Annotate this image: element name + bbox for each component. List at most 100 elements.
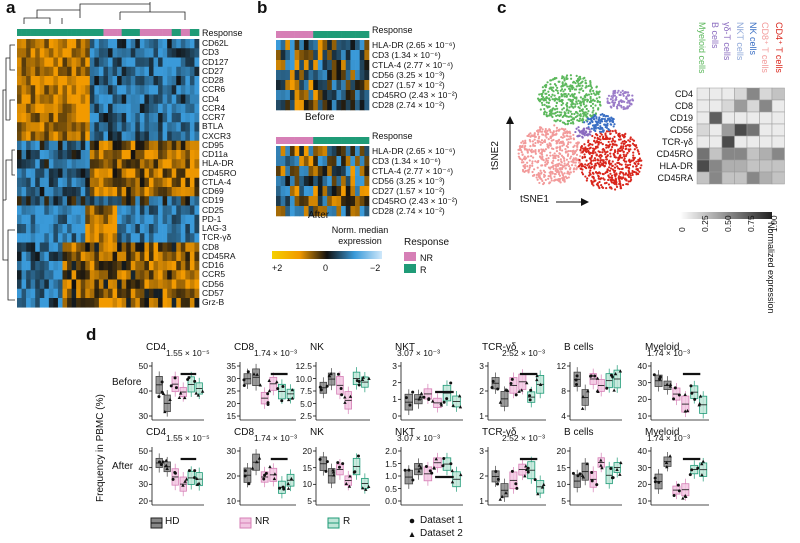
panel-a-heat-cell: [108, 150, 113, 160]
panel-a-heat-cell: [62, 288, 68, 299]
panel-a-heat-cell: [135, 159, 141, 169]
panel-c-heat-cell: [721, 111, 735, 125]
panel-a-heat-cell: [185, 131, 191, 142]
panel-b-after-response-cell: [364, 137, 370, 144]
tsne-point-myeloid: [553, 99, 556, 102]
tsne-point-cd8: [558, 148, 562, 151]
tsne-point-nk: [594, 127, 597, 130]
panel-b-after-heat-cell: [303, 206, 309, 217]
panel-b-after-response-cell: [299, 137, 305, 144]
panel-d-point-dataset1: [242, 378, 246, 382]
tsne-point-cd4: [616, 152, 619, 155]
tsne-point-cd8: [555, 126, 559, 129]
panel-a-heat-cell: [53, 233, 59, 243]
panel-a-heat-cell: [135, 48, 141, 58]
tsne-point-cd8: [551, 131, 554, 135]
panel-b-before-heat-cell: [308, 90, 314, 101]
panel-a-heat-cell: [94, 76, 100, 86]
tsne-point-myeloid: [587, 110, 590, 113]
panel-a-heat-cell: [94, 233, 100, 243]
panel-d-point-dataset2: [327, 374, 332, 378]
panel-a-heat-cell: [80, 57, 86, 68]
tsne-point-cd8: [562, 157, 566, 160]
panel-a-heat-cell: [108, 261, 113, 271]
panel-d-point-dataset1: [357, 383, 361, 387]
panel-b-before-heat-cell: [280, 80, 286, 91]
panel-c-scale-tick-2: 0.50: [723, 215, 733, 232]
panel-a-heat-cell: [108, 196, 113, 206]
panel-a-heat-cell: [98, 270, 104, 280]
panel-a-heat-cell: [26, 288, 31, 299]
tsne-point-b-cells: [614, 89, 617, 92]
panel-b-before-heat-cell: [359, 90, 365, 101]
tsne-point-cd4: [609, 132, 612, 135]
tsne-point-nk: [590, 127, 593, 130]
panel-b-after-heat-cell: [280, 166, 286, 177]
tsne-point-myeloid: [589, 104, 593, 108]
panel-a-heat-cell: [89, 85, 95, 95]
panel-a-heat-cell: [48, 270, 54, 280]
panel-a-heat-cell: [194, 168, 200, 179]
panel-a-heat-cell: [130, 94, 136, 105]
panel-d-point-dataset1: [575, 374, 579, 378]
panel-a-heat-cell: [76, 122, 81, 132]
panel-a-heat-cell: [135, 122, 141, 132]
panel-d-point-dataset1: [247, 482, 251, 486]
panel-a-heat-cell: [30, 168, 36, 179]
tsne-point-cd8: [549, 136, 552, 139]
panel-a-heat-cell: [108, 122, 113, 132]
panel-d-point-dataset2: [457, 394, 462, 398]
tsne-point-cd4: [617, 148, 620, 151]
panel-a-heat-cell: [130, 66, 136, 77]
panel-a-marker-13: HLA-DR: [202, 158, 234, 169]
panel-b-after-heat-cell: [355, 146, 360, 157]
panel-a-heat-cell: [117, 94, 122, 105]
panel-b-after-heat-cell: [341, 166, 347, 177]
panel-a-heat-cell: [185, 233, 191, 243]
panel-b-before-heat-cell: [299, 90, 305, 101]
panel-a-heat-cell: [62, 66, 68, 77]
tsne-point-cd8: [547, 157, 550, 160]
panel-a-heat-cell: [176, 94, 182, 105]
panel-a-heat-cell: [80, 76, 86, 86]
panel-d-before-title-3: NKT: [395, 342, 415, 353]
tsne-point-cd8: [531, 134, 534, 138]
panel-a-heat-cell: [126, 140, 132, 151]
panel-a-heat-cell: [180, 159, 186, 169]
panel-a-heat-cell: [153, 57, 159, 68]
tsne-point-cd8: [546, 159, 549, 162]
tsne-point-cd8: [556, 139, 560, 142]
panel-label-b: b: [257, 0, 268, 17]
tsne-point-cd4: [597, 185, 600, 188]
panel-a-heat-cell: [108, 159, 113, 169]
tsne-point-cd8: [544, 134, 547, 137]
panel-d-point-dataset1: [442, 457, 446, 461]
panel-a-heat-cell: [57, 187, 63, 197]
tsne-point-b-cells: [615, 96, 618, 99]
tsne-point-myeloid: [578, 107, 581, 110]
tsne-point-cd4: [632, 154, 635, 157]
panel-b-before-heat-cell: [331, 50, 337, 61]
tsne-point-myeloid: [578, 110, 581, 113]
tsne-point-b-cells: [626, 105, 629, 108]
panel-a-heat-cell: [103, 298, 109, 308]
panel-d-before-ytick-3-2: 2: [392, 377, 397, 388]
panel-a-heat-cell: [103, 187, 109, 197]
panel-a-heat-cell: [103, 150, 109, 160]
panel-a-heat-cell: [48, 85, 54, 95]
tsne-point-cd4: [611, 164, 614, 167]
panel-b-after-heat-cell: [341, 156, 347, 167]
panel-a-heat-cell: [26, 159, 31, 169]
panel-a-heat-cell: [17, 131, 22, 142]
panel-d-before-pval-6: 1.74 × 10⁻³: [647, 348, 691, 358]
tsne-point-cd4: [620, 171, 623, 174]
panel-a-heat-cell: [144, 279, 150, 290]
panel-a-heat-cell: [48, 168, 54, 179]
tsne-point-myeloid: [584, 96, 587, 99]
tsne-point-cd8: [557, 159, 560, 162]
panel-a-heat-cell: [171, 131, 177, 142]
panel-b-before-heat-cell: [345, 90, 351, 101]
tsne-point-myeloid: [550, 111, 553, 114]
panel-b-before-response-cell: [299, 31, 305, 38]
panel-d-point-dataset2: [168, 397, 172, 402]
